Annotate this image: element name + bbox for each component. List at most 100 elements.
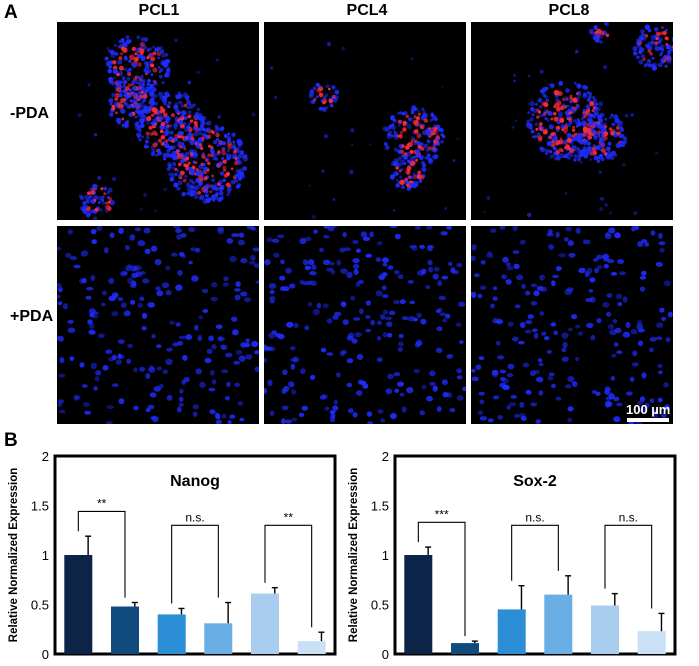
cell-nucleus: [613, 416, 621, 423]
cell-nucleus: [555, 231, 560, 238]
cell-nucleus: [589, 296, 596, 303]
cell-nucleus: [269, 410, 275, 417]
marker-signal: [568, 111, 572, 115]
cell-nucleus: [96, 226, 103, 232]
cell-nucleus: [426, 395, 433, 402]
cell-nucleus: [530, 283, 537, 288]
cell-nucleus: [599, 35, 604, 39]
cell-nucleus: [176, 406, 182, 413]
marker-signal: [198, 143, 203, 147]
marker-signal: [572, 97, 578, 103]
cell-nucleus: [170, 172, 176, 179]
cell-nucleus: [155, 286, 161, 291]
bar: [497, 609, 526, 654]
cell-nucleus: [588, 28, 594, 35]
cell-nucleus: [478, 391, 485, 396]
cell-nucleus: [330, 104, 334, 108]
cell-nucleus: [581, 152, 586, 157]
cell-nucleus: [177, 141, 182, 145]
cell-nucleus: [562, 155, 566, 159]
cell-nucleus: [208, 335, 215, 342]
cell-nucleus: [556, 128, 560, 133]
cell-nucleus: [410, 110, 415, 115]
cell-nucleus: [409, 245, 417, 249]
cell-nucleus: [382, 294, 389, 299]
cell-nucleus: [138, 138, 142, 142]
marker-signal: [183, 163, 187, 167]
cell-nucleus: [57, 283, 62, 288]
cell-nucleus: [211, 282, 218, 288]
cell-nucleus: [607, 150, 611, 154]
cell-nucleus: [203, 166, 208, 172]
marker-signal: [328, 87, 331, 91]
cell-nucleus: [137, 103, 142, 108]
marker-signal: [655, 37, 659, 41]
cell-nucleus: [292, 356, 300, 363]
cell-nucleus: [118, 227, 124, 235]
cell-nucleus: [395, 183, 400, 188]
cell-nucleus: [553, 330, 558, 336]
cell-nucleus: [506, 265, 514, 271]
cell-nucleus: [123, 67, 128, 72]
marker-signal: [149, 132, 154, 136]
cell-nucleus: [511, 126, 515, 129]
cell-nucleus: [552, 274, 559, 279]
cell-nucleus: [222, 141, 227, 146]
cell-nucleus: [441, 379, 448, 386]
cell-nucleus: [401, 154, 404, 158]
cell-nucleus: [156, 290, 164, 297]
cell-nucleus: [605, 22, 610, 27]
cell-nucleus: [171, 252, 178, 257]
marker-signal: [313, 97, 317, 102]
cell-nucleus: [410, 57, 414, 61]
cell-nucleus: [541, 112, 546, 117]
cell-nucleus: [324, 406, 330, 411]
marker-signal: [117, 101, 123, 107]
marker-signal: [569, 94, 573, 98]
marker-signal: [592, 151, 597, 155]
cell-nucleus: [311, 214, 316, 219]
cell-nucleus: [200, 119, 205, 125]
cell-nucleus: [456, 137, 459, 141]
cell-nucleus: [561, 356, 569, 362]
cell-nucleus: [233, 360, 241, 365]
cell-nucleus: [409, 300, 416, 305]
cell-nucleus: [312, 308, 320, 316]
cell-nucleus: [471, 293, 476, 299]
marker-signal: [193, 120, 198, 125]
cell-nucleus: [545, 98, 549, 103]
cell-nucleus: [318, 106, 323, 111]
marker-signal: [138, 47, 143, 51]
micrograph-pcl4-minus-pda: [264, 22, 466, 220]
cell-nucleus: [226, 149, 230, 153]
cell-nucleus: [149, 92, 155, 98]
marker-signal: [160, 121, 166, 127]
cell-nucleus: [214, 157, 219, 161]
cell-nucleus: [641, 270, 647, 276]
y-tick-label: 0: [42, 647, 49, 662]
marker-signal: [583, 128, 589, 134]
cell-nucleus: [355, 390, 363, 396]
cell-nucleus: [450, 267, 456, 274]
marker-signal: [543, 102, 549, 108]
cell-nucleus: [390, 176, 395, 180]
cell-nucleus: [386, 321, 393, 327]
cell-nucleus: [327, 226, 335, 232]
marker-signal: [435, 135, 440, 140]
marker-signal: [663, 59, 667, 63]
cell-nucleus: [652, 62, 658, 68]
cell-nucleus: [369, 231, 374, 238]
cell-nucleus: [574, 324, 581, 329]
cell-nucleus: [194, 111, 200, 117]
cell-nucleus: [353, 268, 359, 275]
significance-label: n.s.: [185, 510, 204, 524]
cell-nucleus: [158, 74, 163, 79]
cell-nucleus: [419, 142, 424, 147]
cell-nucleus: [377, 409, 384, 414]
cell-nucleus: [92, 216, 98, 220]
cell-nucleus: [529, 101, 535, 107]
cell-nucleus: [141, 326, 147, 331]
cell-nucleus: [578, 267, 586, 274]
cell-nucleus: [587, 141, 591, 146]
marker-signal: [553, 112, 557, 116]
